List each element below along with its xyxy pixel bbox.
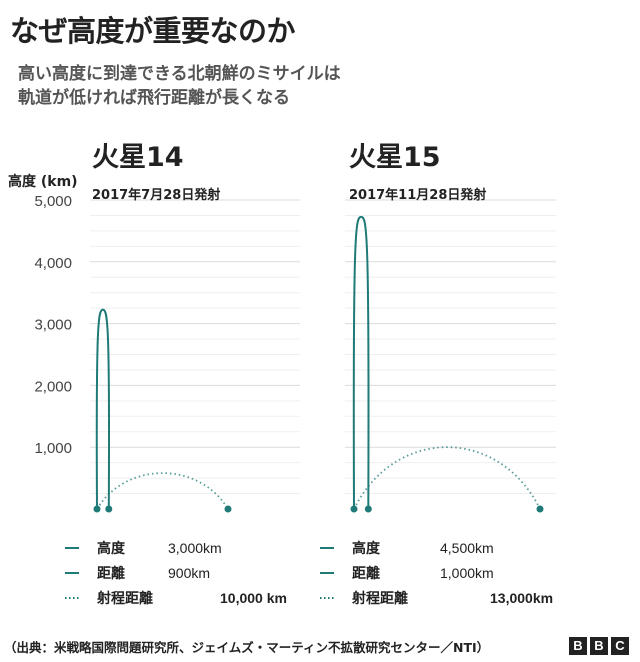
range-point [224,505,232,513]
legend-value: 10,000 km [220,590,287,606]
bbc-logo-letter: C [611,637,629,655]
y-tick-label: 5,000 [34,193,72,210]
landing-point [105,505,113,513]
bbc-logo: B B C [569,637,629,655]
panel-date: 2017年7月28日発射 [92,187,220,203]
y-axis-label: 高度 (km) [8,173,78,190]
launch-point [93,505,101,513]
page-title: なぜ高度が重要なのか [10,14,296,48]
y-tick-label: 3,000 [34,317,72,334]
legend-value: 1,000km [440,565,494,581]
legend-value: 13,000km [490,590,553,606]
bbc-logo-letter: B [569,637,587,655]
legend-value: 3,000km [168,540,222,556]
y-tick-label: 1,000 [34,440,72,457]
panel-title: 火星15 [349,142,441,173]
legend-value: 900km [168,565,210,581]
panel-title: 火星14 [92,142,184,173]
bbc-logo-letter: B [590,637,608,655]
subtitle: 高い高度に到達できる北朝鮮のミサイルは 軌道が低ければ飛行距離が長くなる [18,62,341,110]
lofted-trajectory [352,215,370,510]
y-tick-label: 4,000 [34,255,72,272]
legend-label: 距離 [352,565,380,582]
source-footer: （出典：米戦略国際問題研究所、ジェイムズ・マーティン不拡散研究センター／NTI） [4,640,490,655]
landing-point [364,505,372,513]
legend-label: 高度 [97,540,126,557]
range-trajectory [353,446,541,510]
legend-label: 高度 [352,540,381,557]
legend-label: 距離 [97,565,125,582]
subtitle-line-2: 軌道が低ければ飛行距離が長くなる [18,88,290,108]
legend-label: 射程距離 [96,590,153,607]
y-tick-label: 2,000 [34,378,72,395]
panel-date: 2017年11月28日発射 [349,187,486,203]
range-point [536,505,544,513]
launch-point [350,505,358,513]
legend-value: 4,500km [440,540,494,556]
legend-label: 射程距離 [351,590,408,607]
subtitle-line-1: 高い高度に到達できる北朝鮮のミサイルは [18,64,341,84]
missile-trajectory-chart: 高度 (km) 1,000 2,000 3,000 4,000 5,000 火星14 2017… [8,142,556,607]
lofted-trajectory [95,308,111,510]
